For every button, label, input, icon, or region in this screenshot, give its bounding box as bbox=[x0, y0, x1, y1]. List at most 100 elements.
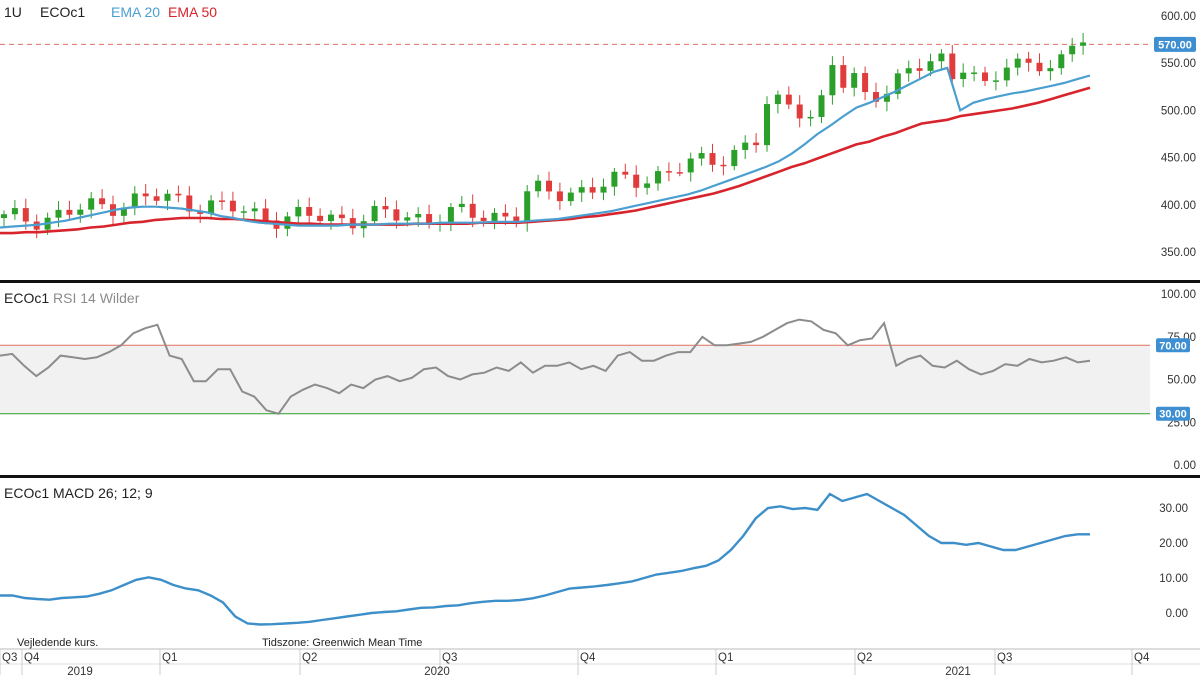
legend-ema20[interactable]: EMA 20 bbox=[111, 4, 160, 20]
candle-body bbox=[535, 180, 542, 192]
candle-body bbox=[949, 53, 956, 80]
x-year-label: 2020 bbox=[424, 666, 450, 675]
price-y-tick: 400.00 bbox=[1161, 200, 1196, 212]
candle-body bbox=[447, 207, 454, 223]
candle-body bbox=[785, 94, 792, 105]
candle-body bbox=[611, 171, 618, 187]
price-panel[interactable]: 600.00 550.00 500.00 450.00 400.00 350.00 570… bbox=[0, 4, 1196, 259]
candle-body bbox=[731, 149, 738, 167]
x-quarter-label: Q2 bbox=[857, 652, 872, 664]
price-y-tick: 600.00 bbox=[1161, 11, 1196, 23]
candle-body bbox=[502, 212, 509, 217]
rsi-symbol-label: ECOc1 bbox=[4, 290, 49, 306]
candle-body bbox=[164, 193, 171, 201]
candle-body bbox=[77, 209, 84, 215]
candle-body bbox=[1080, 42, 1087, 46]
panel-divider-1[interactable] bbox=[0, 280, 1200, 283]
x-quarter-label: Q1 bbox=[718, 652, 733, 664]
candle-body bbox=[938, 53, 945, 62]
x-quarter-label: Q3 bbox=[997, 652, 1012, 664]
macd-y-tick: 0.00 bbox=[1166, 608, 1188, 620]
candle-body bbox=[992, 80, 999, 82]
rsi-badge-70: 70.00 bbox=[1156, 338, 1190, 353]
interval-label[interactable]: 1U bbox=[4, 4, 22, 20]
candle-body bbox=[655, 171, 661, 184]
candle-body bbox=[687, 158, 694, 173]
candle-body bbox=[219, 200, 225, 202]
rsi-line bbox=[0, 318, 1091, 415]
candle-body bbox=[491, 212, 498, 221]
candle-body bbox=[1014, 58, 1021, 68]
candle-body bbox=[676, 172, 683, 174]
candle-body bbox=[600, 186, 607, 193]
candle-body bbox=[971, 72, 978, 74]
candle-body bbox=[88, 198, 95, 210]
candle-body bbox=[469, 203, 476, 218]
candle-body bbox=[229, 200, 236, 212]
candle-body bbox=[1058, 54, 1065, 69]
legend-ema50[interactable]: EMA 50 bbox=[168, 4, 217, 20]
candle-body bbox=[556, 191, 563, 202]
candle-body bbox=[262, 208, 269, 221]
candle-body bbox=[982, 72, 988, 81]
panel-divider-2[interactable] bbox=[0, 475, 1200, 478]
candle-body bbox=[524, 191, 531, 223]
candle-body bbox=[1, 214, 7, 219]
macd-panel[interactable]: 30.00 20.00 10.00 0.00 ECOc1 MACD 26; 12; 9… bbox=[0, 485, 1188, 649]
rsi-band bbox=[0, 345, 1150, 414]
candle-body bbox=[546, 180, 552, 192]
rsi-badge-30: 30.00 bbox=[1156, 406, 1190, 421]
candle-body bbox=[742, 142, 749, 150]
candle-body bbox=[393, 209, 400, 221]
candle-body bbox=[55, 209, 62, 218]
candle-body bbox=[1025, 58, 1032, 63]
candle-body bbox=[328, 214, 334, 222]
last-price-badge: 570.00 bbox=[1154, 36, 1196, 52]
candle-body bbox=[153, 196, 160, 201]
candle-body bbox=[927, 61, 934, 71]
candle-body bbox=[404, 217, 411, 221]
candle-body bbox=[99, 198, 106, 205]
candle-body bbox=[197, 211, 204, 214]
candle-body bbox=[66, 209, 73, 215]
rsi-badge-30-bg bbox=[1156, 406, 1190, 421]
candle-body bbox=[873, 92, 879, 102]
candle-body bbox=[622, 171, 629, 175]
candle-body bbox=[774, 94, 781, 105]
candle-body bbox=[1003, 67, 1010, 81]
macd-y-tick: 10.00 bbox=[1159, 573, 1188, 585]
candle-body bbox=[644, 183, 651, 188]
macd-y-axis: 30.00 20.00 10.00 0.00 bbox=[1159, 503, 1188, 620]
price-y-tick: 450.00 bbox=[1161, 153, 1196, 165]
candle-body bbox=[709, 153, 716, 165]
candle-body bbox=[883, 93, 890, 102]
rsi-y-tick: 0.00 bbox=[1174, 460, 1196, 472]
price-symbol-label: ECOc1 bbox=[40, 4, 85, 20]
x-year-labels: 2019 2020 2021 bbox=[67, 666, 971, 675]
x-quarter-label: Q1 bbox=[162, 652, 177, 664]
rsi-indicator-label[interactable]: RSI 14 Wilder bbox=[53, 290, 140, 306]
candle-body bbox=[208, 200, 215, 214]
timezone-note: Tidszone: Greenwich Mean Time bbox=[262, 637, 422, 649]
candle-body bbox=[851, 73, 858, 88]
macd-line bbox=[0, 492, 1090, 626]
candle-body bbox=[382, 206, 389, 210]
candle-body bbox=[240, 211, 247, 213]
x-axis: Q3 Q4 Q1 Q2 Q3 Q4 Q1 Q2 Q3 Q4 2019 2020 2021 bbox=[0, 648, 1200, 675]
candle-body bbox=[829, 65, 836, 96]
candle-body bbox=[589, 187, 596, 193]
candle-body bbox=[1036, 62, 1043, 72]
candle-body bbox=[251, 208, 258, 212]
candle-body bbox=[807, 116, 814, 119]
candle-body bbox=[665, 171, 672, 173]
x-quarter-label: Q2 bbox=[302, 652, 317, 664]
macd-symbol-label: ECOc1 bbox=[4, 485, 49, 501]
candle-body bbox=[862, 73, 869, 93]
macd-y-tick: 30.00 bbox=[1159, 503, 1188, 515]
macd-indicator-label[interactable]: MACD 26; 12; 9 bbox=[53, 485, 153, 501]
candle-body bbox=[426, 214, 433, 224]
